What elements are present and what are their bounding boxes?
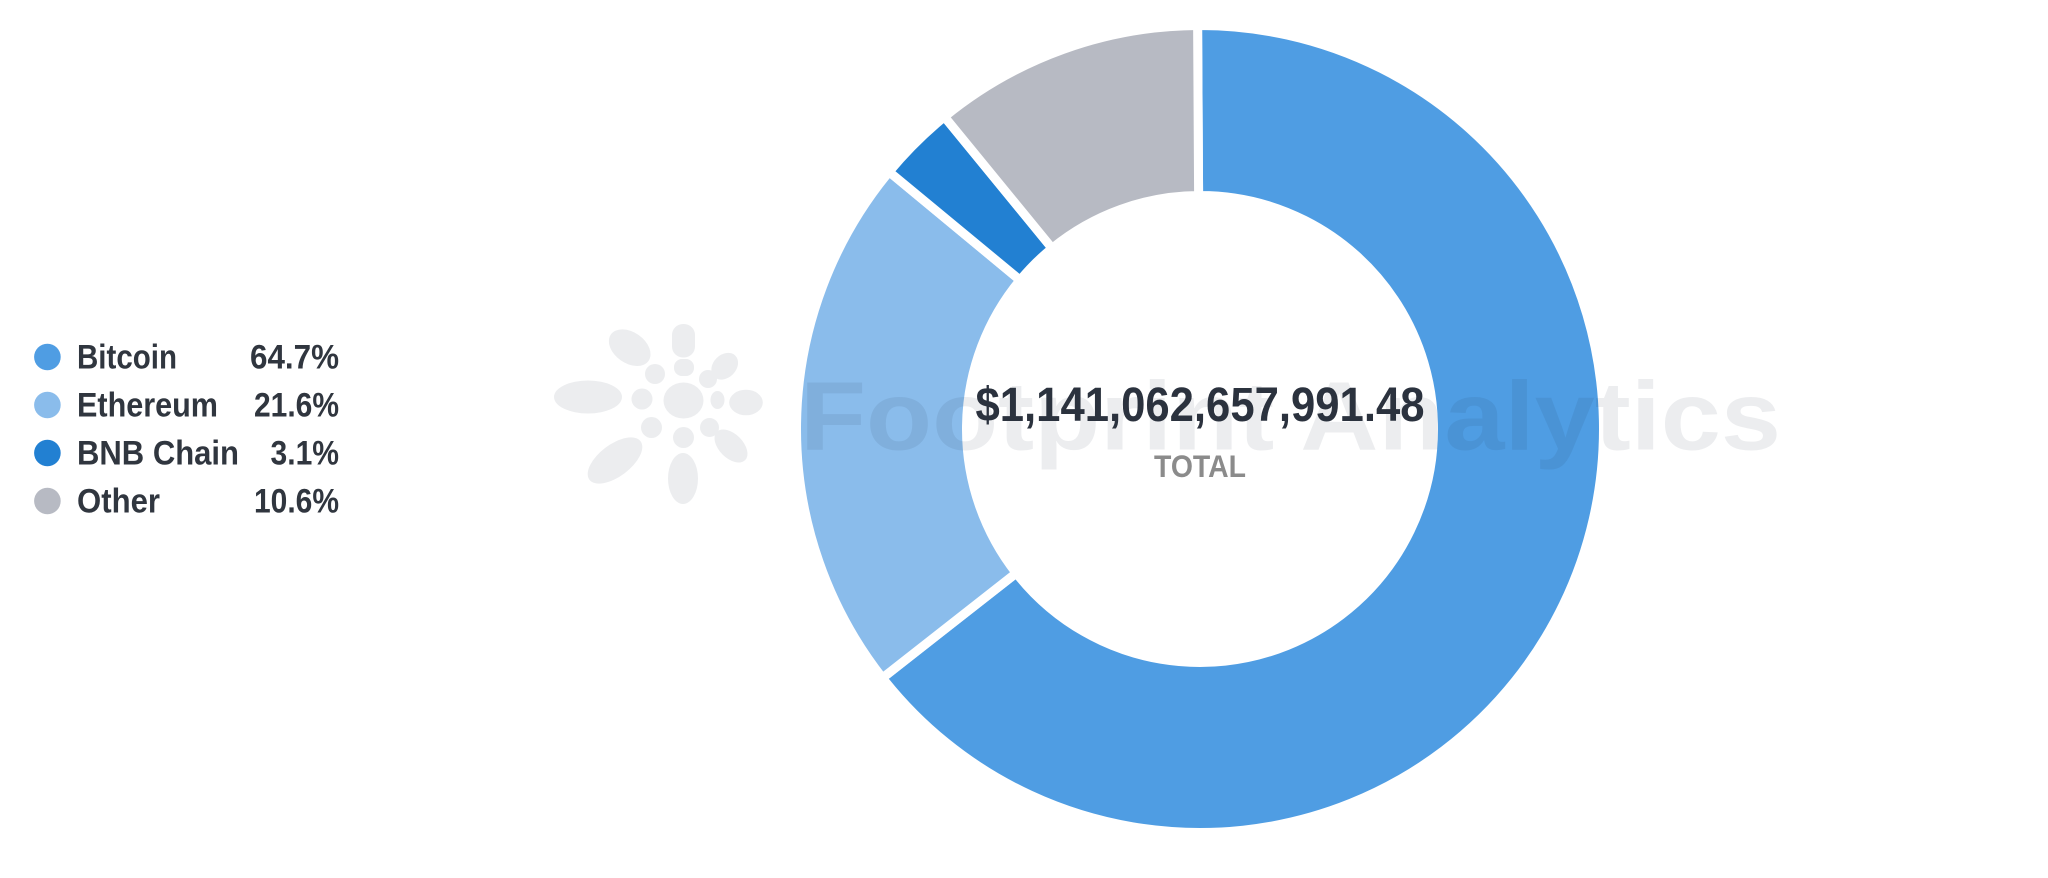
- svg-text:TOTAL: TOTAL: [1154, 448, 1246, 484]
- svg-text:3.1%: 3.1%: [271, 435, 340, 473]
- svg-text:Bitcoin: Bitcoin: [77, 339, 177, 377]
- svg-text:64.7%: 64.7%: [250, 339, 339, 377]
- svg-text:BNB Chain: BNB Chain: [77, 435, 239, 473]
- svg-text:Other: Other: [77, 483, 160, 521]
- svg-text:Ethereum: Ethereum: [77, 387, 218, 425]
- svg-text:$1,141,062,657,991.48: $1,141,062,657,991.48: [976, 379, 1425, 432]
- svg-text:21.6%: 21.6%: [254, 387, 339, 425]
- svg-text:Footprint Analytics: Footprint Analytics: [800, 362, 1781, 471]
- svg-text:10.6%: 10.6%: [254, 483, 339, 521]
